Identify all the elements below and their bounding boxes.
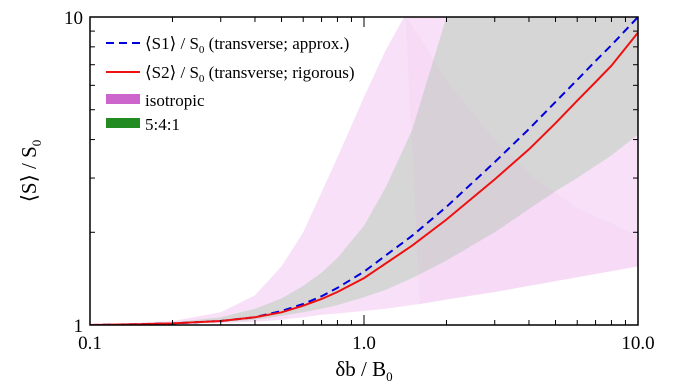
legend-label-series-1-sub: 0 xyxy=(199,44,205,56)
y-tick-label: 1 xyxy=(74,316,84,337)
x-axis-label-sub: 0 xyxy=(386,369,393,384)
x-axis-label: δb / B0 xyxy=(335,357,392,384)
legend: ⟨S1⟩ / S0 (transverse; approx.) ⟨S2⟩ / S… xyxy=(106,34,355,134)
x-tick-label: 10.0 xyxy=(621,333,654,354)
band-541 xyxy=(90,17,638,325)
y-axis-label-sub: 0 xyxy=(29,140,44,147)
band-isotropic xyxy=(90,17,638,325)
legend-swatch-541 xyxy=(106,118,140,128)
legend-label-isotropic: isotropic xyxy=(145,91,205,110)
x-axis-label-main: δb / B xyxy=(335,357,386,381)
y-axis-label: ⟨S⟩ / S0 xyxy=(17,140,44,203)
legend-label-series-2-sub: 0 xyxy=(199,73,205,85)
legend-label-series-2-main: ⟨S2⟩ / S xyxy=(145,63,199,82)
tick-labels: 0.1 1.0 10.0 1 10 xyxy=(64,8,655,354)
bands-layer xyxy=(90,17,638,325)
legend-label-series-1-rest: (transverse; approx.) xyxy=(204,34,349,53)
y-axis-label-main: ⟨S⟩ / S xyxy=(17,146,41,202)
legend-label-series-1-main: ⟨S1⟩ / S xyxy=(145,34,199,53)
x-tick-label: 1.0 xyxy=(352,333,376,354)
band-isotropic-upper-region xyxy=(405,17,638,304)
legend-label-series-1: ⟨S1⟩ / S0 (transverse; approx.) xyxy=(145,34,349,56)
legend-label-series-2: ⟨S2⟩ / S0 (transverse; rigorous) xyxy=(145,63,355,85)
x-tick-label: 0.1 xyxy=(78,333,102,354)
legend-label-series-2-rest: (transverse; rigorous) xyxy=(204,63,354,82)
legend-label-541: 5:4:1 xyxy=(145,115,180,134)
y-tick-label: 10 xyxy=(64,8,83,29)
legend-swatch-isotropic xyxy=(106,94,140,104)
ticks-layer xyxy=(89,16,639,326)
